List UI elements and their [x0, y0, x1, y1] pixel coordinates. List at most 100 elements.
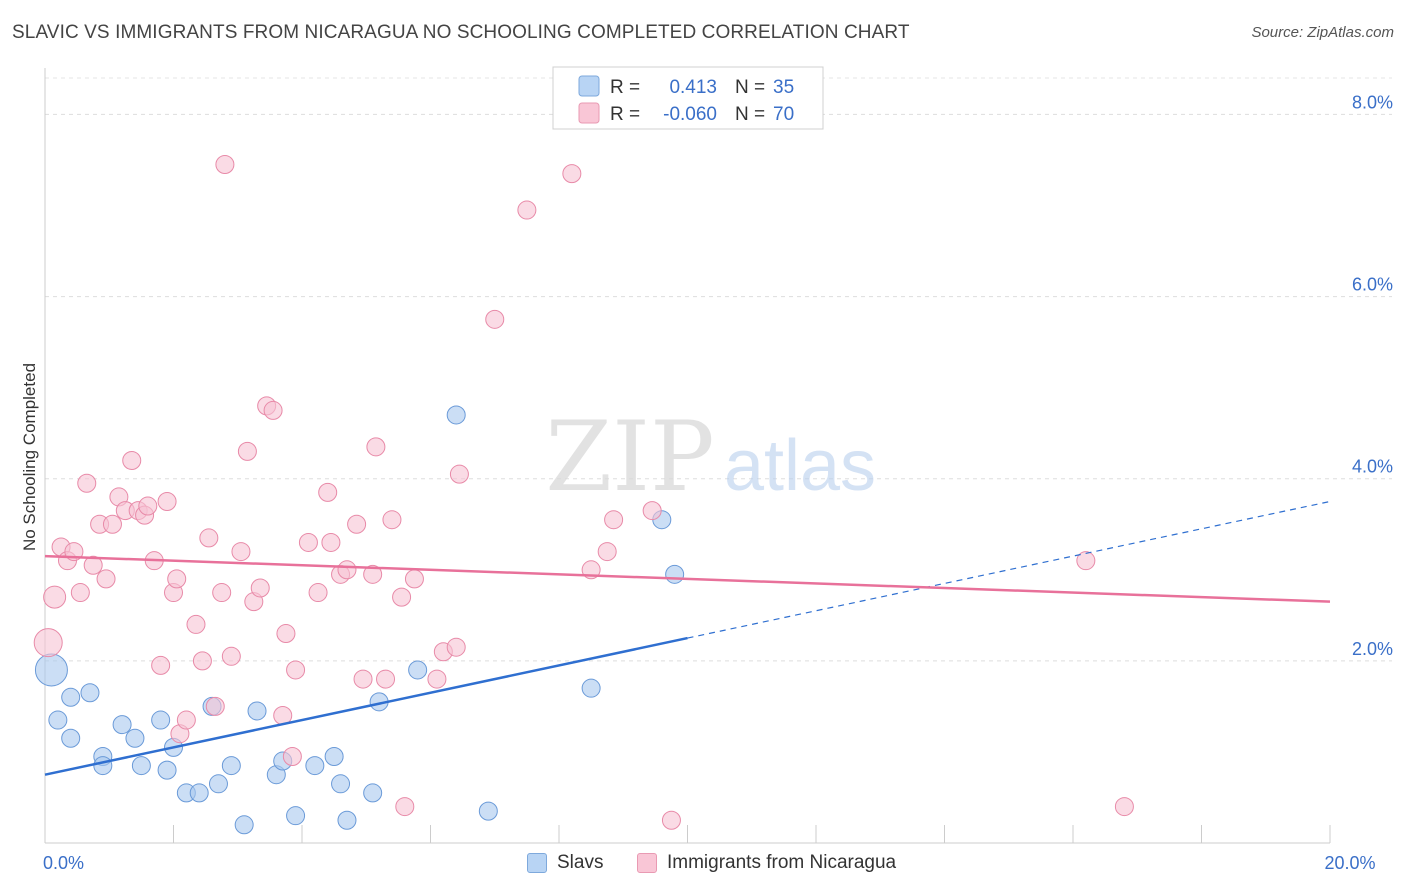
point-slavs: [157, 760, 177, 780]
point-nicaragua: [318, 482, 338, 502]
point-nicaragua: [363, 564, 383, 584]
point-nicaragua: [77, 473, 97, 493]
point-nicaragua: [404, 569, 424, 589]
point-slavs: [112, 715, 132, 735]
legend-box: R = 0.413 N = 35 R = -0.060 N = 70: [552, 66, 824, 130]
point-nicaragua: [157, 491, 177, 511]
y-tick-label: 4.0%: [1352, 457, 1393, 477]
point-slavs: [331, 774, 351, 794]
legend-r-value-slavs: 0.413: [669, 77, 717, 98]
point-nicaragua: [449, 464, 469, 484]
point-nicaragua: [96, 569, 116, 589]
point-slavs: [363, 783, 383, 803]
point-nicaragua: [192, 651, 212, 671]
legend-n-value-nicaragua: 70: [773, 104, 794, 125]
point-slavs: [189, 783, 209, 803]
point-nicaragua: [212, 583, 232, 603]
legend-swatch-nicaragua: [578, 102, 600, 124]
point-slavs: [234, 815, 254, 835]
point-slavs: [286, 806, 306, 826]
point-slavs: [221, 756, 241, 776]
point-slavs: [478, 801, 498, 821]
legend-n-label-slavs: N =: [735, 77, 765, 98]
gridlines: [45, 77, 1392, 662]
point-nicaragua: [138, 496, 158, 516]
watermark-atlas: atlas: [724, 426, 876, 506]
point-slavs: [151, 710, 171, 730]
point-nicaragua: [517, 200, 537, 220]
legend-r-label-slavs: R =: [610, 77, 640, 98]
watermark-zip: ZIP: [545, 401, 714, 513]
point-nicaragua: [308, 583, 328, 603]
point-nicaragua: [167, 569, 187, 589]
legend-item-slavs: Slavs: [527, 852, 603, 874]
point-nicaragua: [221, 646, 241, 666]
point-nicaragua: [102, 514, 122, 534]
point-nicaragua: [286, 660, 306, 680]
point-nicaragua: [199, 528, 219, 548]
point-nicaragua: [276, 624, 296, 644]
point-slavs: [305, 756, 325, 776]
y-axis-label: No Schooling Completed: [20, 363, 39, 551]
point-nicaragua: [298, 532, 318, 552]
point-slavs: [665, 564, 685, 584]
point-nicaragua: [1114, 797, 1134, 817]
legend-n-label-nicaragua: N =: [735, 104, 765, 125]
point-slavs: [125, 728, 145, 748]
point-nicaragua: [122, 451, 142, 470]
point-nicaragua: [395, 797, 415, 817]
point-nicaragua: [33, 628, 63, 658]
point-nicaragua: [485, 309, 505, 329]
chart-title: SLAVIC VS IMMIGRANTS FROM NICARAGUA NO S…: [12, 22, 910, 43]
x-tick-label: 20.0%: [1324, 853, 1375, 873]
point-nicaragua: [382, 510, 402, 530]
point-nicaragua: [70, 583, 90, 603]
point-nicaragua: [321, 532, 341, 552]
point-nicaragua: [562, 164, 582, 184]
point-slavs: [208, 774, 228, 794]
point-nicaragua: [597, 542, 617, 562]
point-slavs: [581, 678, 601, 698]
point-slavs: [131, 756, 151, 776]
legend-swatch-slavs-bottom: [527, 853, 547, 873]
legend-swatch-slavs: [578, 75, 600, 97]
point-nicaragua: [176, 710, 196, 730]
point-nicaragua: [642, 501, 662, 521]
point-nicaragua: [215, 155, 235, 175]
point-nicaragua: [237, 441, 257, 461]
point-slavs: [61, 687, 81, 707]
point-nicaragua: [604, 510, 624, 530]
point-slavs: [80, 683, 100, 703]
point-nicaragua: [376, 669, 396, 689]
trend-line-nicaragua: [44, 554, 1331, 603]
point-nicaragua: [151, 655, 171, 675]
point-slavs: [34, 653, 68, 687]
point-nicaragua: [347, 514, 367, 534]
point-nicaragua: [353, 669, 373, 689]
point-nicaragua: [1076, 551, 1096, 571]
point-slavs: [48, 710, 68, 730]
axes: [44, 68, 1331, 844]
trend-line-slavs: [44, 636, 688, 776]
legend-n-value-slavs: 35: [773, 77, 794, 98]
point-slavs: [247, 701, 267, 721]
point-nicaragua: [83, 555, 103, 575]
point-nicaragua: [337, 560, 357, 580]
point-nicaragua: [263, 400, 283, 420]
trend-lines: [44, 500, 1331, 776]
point-nicaragua: [661, 810, 681, 830]
point-nicaragua: [205, 696, 225, 716]
y-tick-label: 8.0%: [1352, 92, 1393, 112]
point-nicaragua: [366, 437, 386, 457]
legend-label-nicaragua: Immigrants from Nicaragua: [667, 852, 897, 873]
legend-item-nicaragua: Immigrants from Nicaragua: [637, 852, 896, 874]
y-tick-label: 6.0%: [1352, 275, 1393, 295]
x-tick-label: 0.0%: [43, 853, 84, 873]
point-nicaragua: [392, 587, 412, 607]
trend-line-slavs-extension: [687, 500, 1331, 639]
point-slavs: [93, 756, 113, 776]
point-nicaragua: [427, 669, 447, 689]
point-nicaragua: [186, 614, 206, 634]
legend-swatch-nicaragua-bottom: [637, 853, 657, 873]
